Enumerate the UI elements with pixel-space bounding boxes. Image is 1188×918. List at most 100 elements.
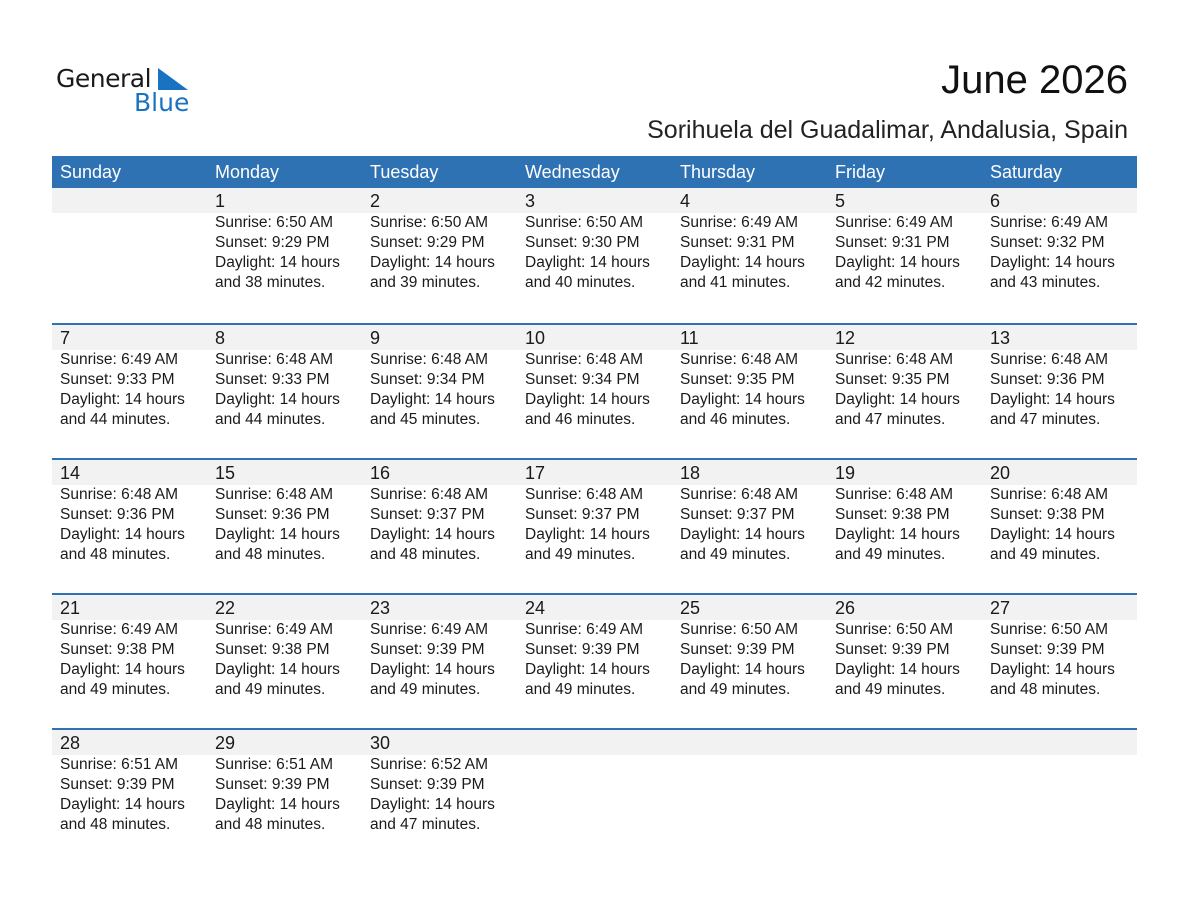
daylight-minutes-text: and 49 minutes. [680,681,791,698]
day-cell: 21 Sunrise: 6:49 AM Sunset: 9:38 PM Dayligh… [52,595,207,700]
sunset-text: Sunset: 9:36 PM [990,371,1105,388]
week-row: 21 Sunrise: 6:49 AM Sunset: 9:38 PM Dayligh… [52,593,1137,728]
weekday-header: Sunday Monday Tuesday Wednesday Thursday Frid… [52,156,1137,188]
page-title: June 2026 [941,58,1128,102]
daylight-text: Daylight: 14 hours [215,254,340,271]
sunset-text: Sunset: 9:31 PM [680,234,795,251]
sunrise-text: Sunrise: 6:48 AM [835,351,954,368]
day-number: 11 [680,328,699,348]
daylight-text: Daylight: 14 hours [60,391,185,408]
sunrise-text: Sunrise: 6:51 AM [60,756,179,773]
sunset-text: Sunset: 9:39 PM [370,776,485,793]
day-cell [517,730,672,835]
logo-word-blue: Blue [134,88,190,117]
week-row: 28 Sunrise: 6:51 AM Sunset: 9:39 PM Dayligh… [52,728,1137,863]
sunset-text: Sunset: 9:35 PM [680,371,795,388]
sunset-text: Sunset: 9:30 PM [525,234,640,251]
daylight-minutes-text: and 49 minutes. [60,681,171,698]
day-cell: 25 Sunrise: 6:50 AM Sunset: 9:39 PM Dayligh… [672,595,827,700]
day-cell: 23 Sunrise: 6:49 AM Sunset: 9:39 PM Dayligh… [362,595,517,700]
day-cell: 12 Sunrise: 6:48 AM Sunset: 9:35 PM Dayligh… [827,325,982,430]
daylight-minutes-text: and 49 minutes. [370,681,481,698]
daylight-minutes-text: and 48 minutes. [215,546,326,563]
daylight-minutes-text: and 49 minutes. [990,546,1101,563]
day-cell: 30 Sunrise: 6:52 AM Sunset: 9:39 PM Dayligh… [362,730,517,835]
daylight-minutes-text: and 48 minutes. [215,816,326,833]
daylight-text: Daylight: 14 hours [680,526,805,543]
day-cell: 8 Sunrise: 6:48 AM Sunset: 9:33 PM Daylight… [207,325,362,430]
sunrise-text: Sunrise: 6:50 AM [680,621,799,638]
daylight-minutes-text: and 45 minutes. [370,411,481,428]
day-cell: 3 Sunrise: 6:50 AM Sunset: 9:30 PM Daylight… [517,188,672,293]
day-number: 8 [215,328,226,348]
day-cell: 2 Sunrise: 6:50 AM Sunset: 9:29 PM Daylight… [362,188,517,293]
daylight-minutes-text: and 48 minutes. [370,546,481,563]
sunset-text: Sunset: 9:39 PM [990,641,1105,658]
sunrise-text: Sunrise: 6:49 AM [370,621,489,638]
day-cell [672,730,827,835]
day-cell: 6 Sunrise: 6:49 AM Sunset: 9:32 PM Daylight… [982,188,1137,293]
day-number: 19 [835,463,856,483]
weekday-wednesday: Wednesday [525,162,620,182]
daylight-minutes-text: and 46 minutes. [525,411,636,428]
daylight-text: Daylight: 14 hours [835,254,960,271]
sunrise-text: Sunrise: 6:50 AM [835,621,954,638]
sunrise-text: Sunrise: 6:48 AM [835,486,954,503]
daylight-text: Daylight: 14 hours [215,661,340,678]
day-number: 26 [835,598,856,618]
day-number: 1 [215,191,226,211]
day-number: 17 [525,463,546,483]
daylight-minutes-text: and 48 minutes. [60,816,171,833]
daylight-text: Daylight: 14 hours [215,526,340,543]
sunrise-text: Sunrise: 6:48 AM [370,351,489,368]
sunset-text: Sunset: 9:32 PM [990,234,1105,251]
sunset-text: Sunset: 9:39 PM [525,641,640,658]
daylight-text: Daylight: 14 hours [60,526,185,543]
day-cell: 4 Sunrise: 6:49 AM Sunset: 9:31 PM Daylight… [672,188,827,293]
daylight-text: Daylight: 14 hours [680,391,805,408]
day-cell: 13 Sunrise: 6:48 AM Sunset: 9:36 PM Dayligh… [982,325,1137,430]
day-cell: 11 Sunrise: 6:48 AM Sunset: 9:35 PM Dayligh… [672,325,827,430]
sunset-text: Sunset: 9:39 PM [680,641,795,658]
location-subtitle: Sorihuela del Guadalimar, Andalusia, Spa… [647,116,1128,144]
sunset-text: Sunset: 9:39 PM [60,776,175,793]
day-number: 22 [215,598,236,618]
day-cell: 1 Sunrise: 6:50 AM Sunset: 9:29 PM Daylight… [207,188,362,293]
date-band [52,188,1137,213]
week-row: 7 Sunrise: 6:49 AM Sunset: 9:33 PM Daylight… [52,323,1137,458]
day-cell: 17 Sunrise: 6:48 AM Sunset: 9:37 PM Dayligh… [517,460,672,565]
daylight-minutes-text: and 49 minutes. [215,681,326,698]
daylight-minutes-text: and 49 minutes. [835,546,946,563]
day-cell: 29 Sunrise: 6:51 AM Sunset: 9:39 PM Dayligh… [207,730,362,835]
daylight-text: Daylight: 14 hours [680,661,805,678]
daylight-minutes-text: and 49 minutes. [525,546,636,563]
sunset-text: Sunset: 9:37 PM [370,506,485,523]
sunrise-text: Sunrise: 6:50 AM [215,214,334,231]
day-cell: 22 Sunrise: 6:49 AM Sunset: 9:38 PM Dayligh… [207,595,362,700]
daylight-text: Daylight: 14 hours [990,391,1115,408]
daylight-minutes-text: and 44 minutes. [215,411,326,428]
sunrise-text: Sunrise: 6:48 AM [215,486,334,503]
sunrise-text: Sunrise: 6:49 AM [215,621,334,638]
day-cell: 24 Sunrise: 6:49 AM Sunset: 9:39 PM Dayligh… [517,595,672,700]
sunset-text: Sunset: 9:38 PM [835,506,950,523]
daylight-text: Daylight: 14 hours [990,661,1115,678]
sunrise-text: Sunrise: 6:48 AM [525,351,644,368]
sunset-text: Sunset: 9:29 PM [370,234,485,251]
day-number: 14 [60,463,81,483]
day-number: 23 [370,598,391,618]
sunset-text: Sunset: 9:39 PM [835,641,950,658]
sunset-text: Sunset: 9:37 PM [680,506,795,523]
sunset-text: Sunset: 9:38 PM [60,641,175,658]
date-band [52,595,1137,620]
day-cell: 28 Sunrise: 6:51 AM Sunset: 9:39 PM Dayligh… [52,730,207,835]
daylight-minutes-text: and 49 minutes. [680,546,791,563]
sunset-text: Sunset: 9:39 PM [215,776,330,793]
sunset-text: Sunset: 9:29 PM [215,234,330,251]
day-number: 5 [835,191,846,211]
daylight-text: Daylight: 14 hours [215,796,340,813]
daylight-text: Daylight: 14 hours [835,391,960,408]
weekday-monday: Monday [215,162,280,182]
daylight-text: Daylight: 14 hours [215,391,340,408]
daylight-minutes-text: and 40 minutes. [525,274,636,291]
